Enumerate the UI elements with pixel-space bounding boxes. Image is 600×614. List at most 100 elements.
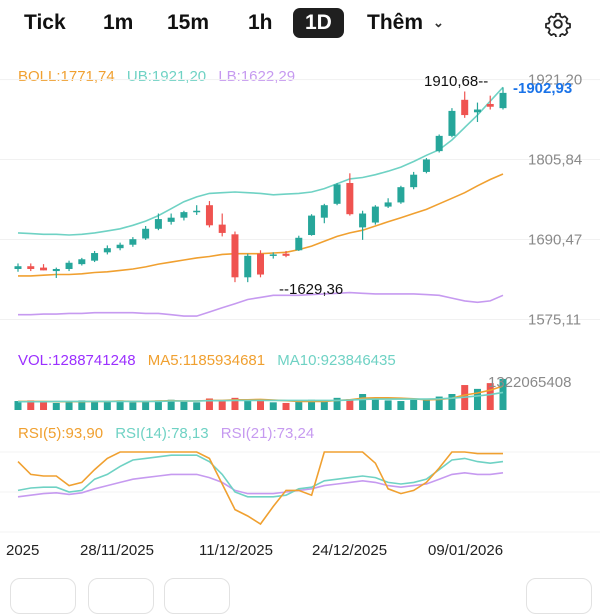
volume-bar — [78, 400, 86, 410]
candle-body — [486, 103, 494, 107]
candle-body — [282, 253, 290, 256]
high-annotation: 1910,68-- — [424, 73, 488, 90]
time-tick-label: 28/11/2025 — [80, 542, 154, 559]
lb-value: LB:1622,29 — [218, 68, 296, 85]
vol-ma10-value: MA10:923846435 — [277, 352, 396, 369]
candle-body — [78, 259, 86, 265]
candle-body — [103, 248, 111, 253]
volume-bar — [410, 399, 418, 410]
chevron-down-icon: ⌄ — [433, 15, 444, 30]
rsi5-value: RSI(5):93,90 — [18, 425, 104, 442]
candle-body — [244, 255, 252, 278]
high-dash: -- — [478, 73, 488, 90]
tab-1m[interactable]: 1m — [103, 11, 134, 34]
volume-bar — [91, 401, 99, 410]
low-dash: -- — [279, 281, 289, 298]
candle-body — [295, 237, 303, 251]
time-axis: 2025 28/11/2025 11/12/2025 24/12/2025 09/01/… — [6, 542, 503, 559]
timeframe-tabs: Tick 1m 15m 1h 1D Thêm ⌄ — [0, 0, 600, 46]
volume-bar — [295, 401, 303, 410]
volume-bar — [397, 401, 405, 410]
toolbar-button-3[interactable] — [164, 578, 230, 614]
toolbar-button-2[interactable] — [88, 578, 154, 614]
price-tick-label: 1921,20 — [528, 72, 582, 89]
vol-value: VOL:1288741248 — [18, 352, 136, 369]
volume-bar — [103, 401, 111, 410]
candle-body — [410, 174, 418, 188]
lb-series — [18, 291, 504, 317]
candle-body — [397, 187, 405, 203]
volume-bar — [52, 402, 60, 410]
tab-1h[interactable]: 1h — [248, 11, 273, 34]
candle-body — [333, 184, 341, 204]
candle-body — [193, 210, 201, 213]
tab-15m[interactable]: 15m — [167, 11, 210, 34]
volume-bar — [269, 402, 277, 410]
boll-value: BOLL:1771,74 — [18, 68, 115, 85]
last-price-value: 1902,93 — [518, 80, 572, 97]
toolbar-button-fullscreen[interactable] — [526, 578, 592, 614]
candle-body — [473, 109, 481, 113]
volume-bar — [180, 401, 188, 410]
gear-icon[interactable] — [545, 11, 571, 37]
volume-bar — [244, 399, 252, 410]
candle-body — [231, 234, 239, 278]
volume-bar — [486, 383, 494, 410]
rsi-legend: RSI(5):93,90 RSI(14):78,13 RSI(21):73,24 — [18, 425, 322, 442]
volume-bar — [205, 398, 213, 410]
volume-bar — [473, 388, 481, 410]
volume-bar — [422, 399, 430, 410]
candle-body — [257, 253, 264, 275]
volume-bar — [193, 402, 201, 410]
candle-body — [269, 254, 277, 256]
candle-body — [91, 253, 99, 261]
candle-body — [371, 206, 379, 223]
candle-body — [499, 92, 507, 109]
time-tick-label: 09/01/2026 — [428, 542, 503, 559]
volume-bar — [359, 394, 367, 410]
candle-body — [142, 228, 150, 239]
boll-legend: BOLL:1771,74 UB:1921,20 LB:1622,29 — [18, 68, 303, 85]
time-tick-label: 11/12/2025 — [199, 542, 273, 559]
volume-bar — [142, 401, 150, 410]
tab-tick[interactable]: Tick — [24, 11, 66, 34]
volume-bar — [282, 402, 290, 410]
volume-bar — [14, 401, 22, 410]
volume-bar — [371, 398, 379, 410]
volume-bar — [129, 402, 137, 410]
rsi14-value: RSI(14):78,13 — [115, 425, 209, 442]
high-value: 1910,68 — [424, 73, 478, 90]
candle-body — [129, 239, 137, 245]
last-price-label: -1902,93 — [513, 80, 572, 97]
candle-body — [320, 205, 328, 218]
volume-legend: VOL:1288741248 MA5:1185934681 MA10:92384… — [18, 352, 404, 369]
lb-line — [18, 291, 504, 317]
rsi21-value: RSI(21):73,24 — [220, 425, 315, 442]
volume-bar — [116, 400, 124, 410]
candle-body — [116, 244, 124, 249]
candle-body — [167, 217, 175, 222]
candle-body — [154, 219, 162, 229]
candle-body — [384, 202, 392, 207]
candle-body — [180, 212, 188, 218]
volume-bar — [320, 400, 328, 410]
rsi5-line — [17, 451, 503, 526]
volume-bar — [40, 401, 48, 410]
toolbar-button-1[interactable] — [10, 578, 76, 614]
price-chart[interactable]: 1921,20 1805,84 1690,47 1575,11 2025 28/11/2… — [0, 0, 600, 600]
candle-body — [65, 262, 73, 269]
tab-more[interactable]: Thêm ⌄ — [367, 8, 444, 38]
volume-ma10-line — [18, 391, 504, 403]
low-value: 1629,36 — [289, 281, 343, 298]
tab-1d[interactable]: 1D — [293, 8, 344, 38]
candle-body — [40, 267, 48, 271]
volume-bar — [27, 400, 35, 410]
volume-bar — [499, 378, 507, 410]
candle-body — [359, 213, 367, 228]
rsi14-line — [17, 454, 504, 498]
candle-body — [448, 110, 456, 136]
candle-body — [52, 268, 60, 272]
candle-body — [205, 205, 213, 226]
candle-body — [14, 266, 22, 269]
price-tick-label: 1805,84 — [528, 152, 582, 169]
